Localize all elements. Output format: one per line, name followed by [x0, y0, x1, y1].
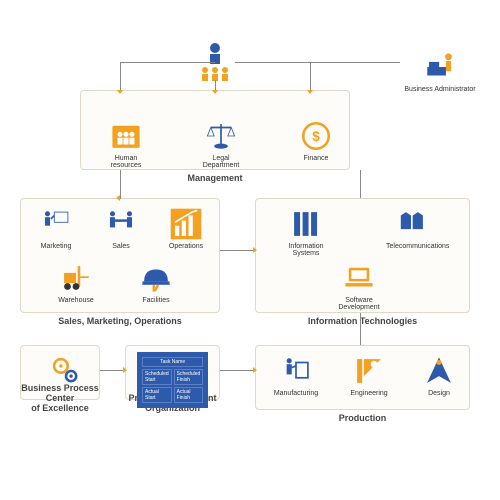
node-softdev: Software Development: [334, 261, 384, 311]
node-eng: Engineering: [344, 354, 394, 397]
node-telecom: Telecommunications: [386, 207, 436, 250]
svg-text:$: $: [312, 129, 320, 144]
forklift-icon: [59, 261, 93, 295]
node-legal: Legal Department: [196, 119, 246, 169]
group-smo: Sales, Marketing, OperationsMarketingSal…: [20, 198, 220, 313]
node-label-design: Design: [414, 390, 464, 397]
node-warehouse: Warehouse: [51, 261, 101, 304]
node-operations: Operations: [161, 207, 211, 250]
group-label-management: Management: [81, 173, 349, 183]
node-label-warehouse: Warehouse: [51, 297, 101, 304]
group-it: Information TechnologiesInformation Syst…: [255, 198, 470, 313]
laptop-icon: [342, 261, 376, 295]
admin-icon: [423, 50, 457, 84]
node-facilities: Facilities: [131, 261, 181, 304]
node-marketing: Marketing: [31, 207, 81, 250]
scales-icon: [204, 119, 238, 153]
node-label-mfg: Manufacturing: [271, 390, 321, 397]
node-label-marketing: Marketing: [31, 243, 81, 250]
node-sales: Sales: [96, 207, 146, 250]
ruler-icon: [352, 354, 386, 388]
node-label-legal: Legal Department: [196, 155, 246, 169]
node-finance: $ Finance: [291, 119, 341, 162]
group-label-production: Production: [256, 413, 469, 423]
group-label-it: Information Technologies: [256, 316, 469, 326]
node-infosys: Information Systems: [281, 207, 331, 257]
node-design: Design: [414, 354, 464, 397]
servers-icon: [289, 207, 323, 241]
node-label-finance: Finance: [291, 155, 341, 162]
org-diagram: Business Administrator ManagementHuman r…: [20, 50, 480, 450]
handshake-icon: [104, 207, 138, 241]
team-icon-node: [195, 42, 235, 84]
group-management: ManagementHuman resourcesLegal Departmen…: [80, 90, 350, 170]
team-icon: [195, 42, 235, 84]
presenter-icon: [39, 207, 73, 241]
group-production: ProductionManufacturingEngineeringDesign: [255, 345, 470, 410]
group-bpce: Business Process Center of Excellence: [20, 345, 100, 400]
chart-icon: [169, 207, 203, 241]
hardhat-icon: [139, 261, 173, 295]
group-label-smo: Sales, Marketing, Operations: [21, 316, 219, 326]
node-label-telecom: Telecommunications: [386, 243, 436, 250]
admin-label: Business Administrator: [400, 86, 480, 93]
node-label-hr: Human resources: [101, 155, 151, 169]
shirts-icon: [394, 207, 428, 241]
compass-icon: [422, 354, 456, 388]
node-label-softdev: Software Development: [334, 297, 384, 311]
node-bpce-node: [41, 354, 91, 390]
node-label-operations: Operations: [161, 243, 211, 250]
node-hr: Human resources: [101, 119, 151, 169]
coin-icon: $: [299, 119, 333, 153]
admin-node: Business Administrator: [400, 50, 480, 93]
factory-icon: [279, 354, 313, 388]
people-icon: [109, 119, 143, 153]
node-label-sales: Sales: [96, 243, 146, 250]
node-label-eng: Engineering: [344, 390, 394, 397]
node-label-infosys: Information Systems: [281, 243, 331, 257]
pmo-table: Task Name Scheduled StartScheduled Finis…: [137, 352, 208, 408]
node-mfg: Manufacturing: [271, 354, 321, 397]
gears-icon: [49, 354, 83, 388]
node-label-facilities: Facilities: [131, 297, 181, 304]
